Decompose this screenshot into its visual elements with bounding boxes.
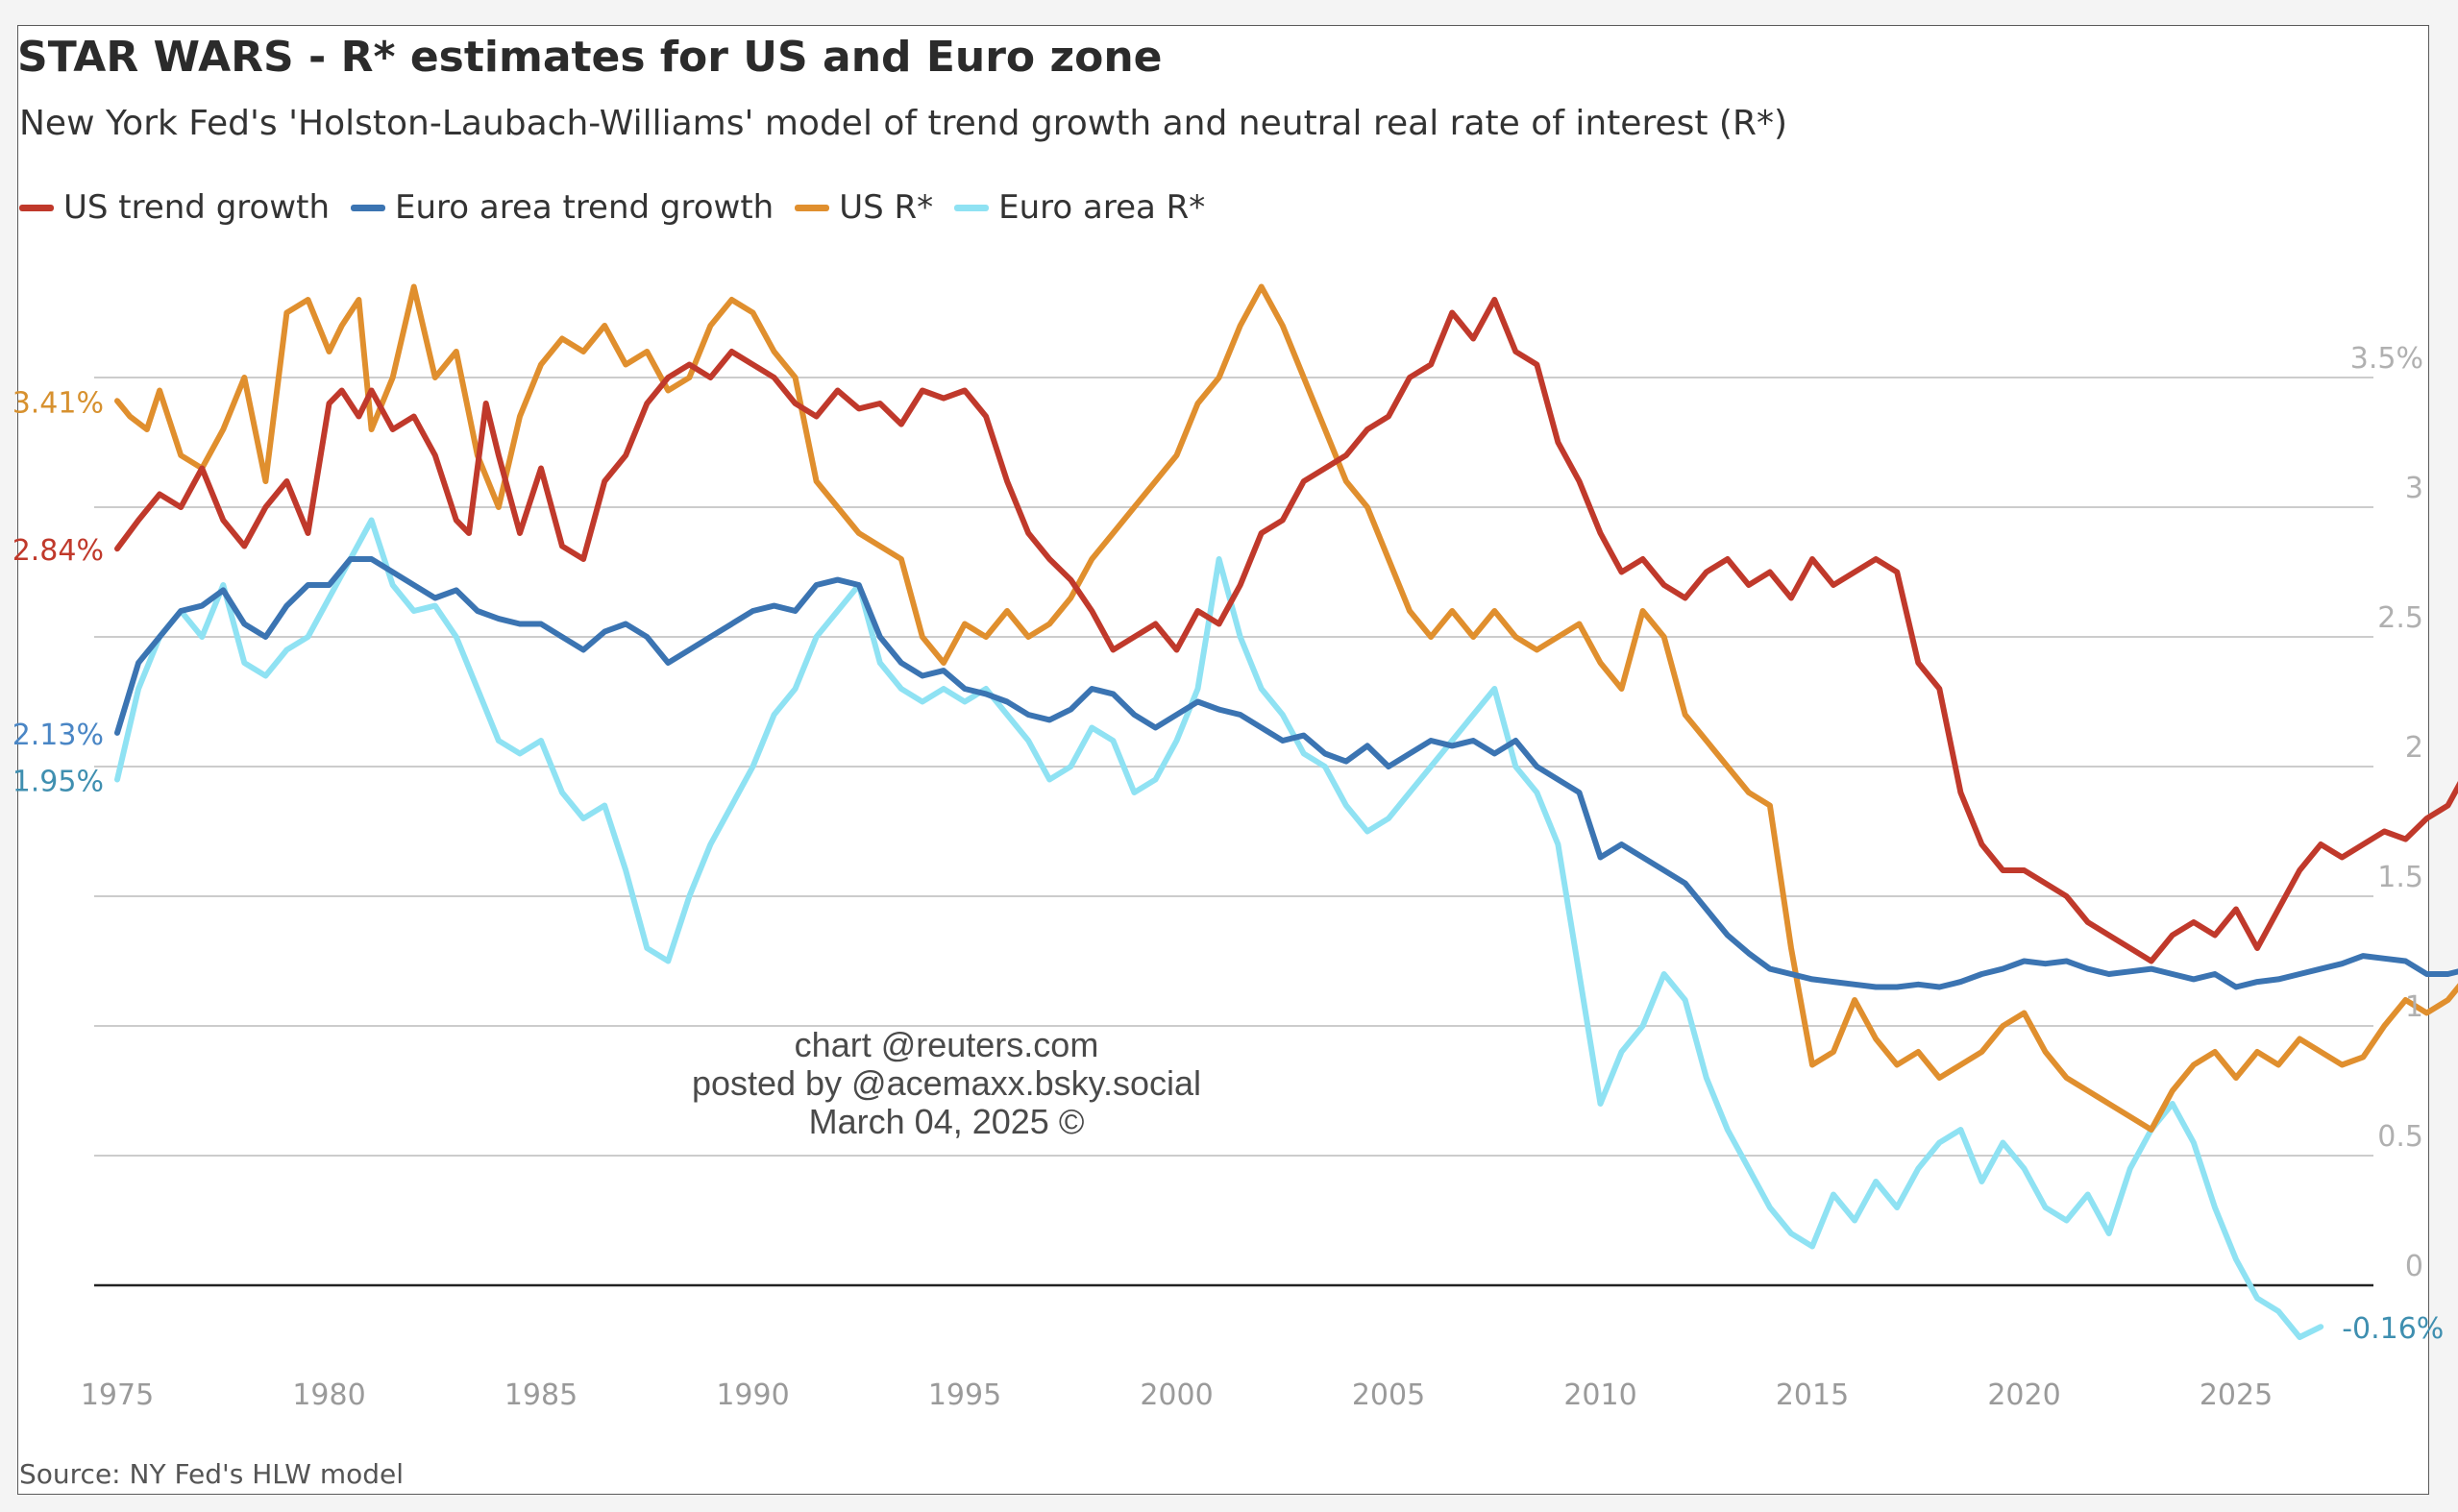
legend-item: US R*: [795, 188, 933, 227]
legend-label: US R*: [839, 188, 934, 227]
series-line-us-r-: [114, 283, 2458, 1133]
x-tick-label: 1975: [81, 1378, 154, 1412]
x-tick-label: 1995: [928, 1378, 1001, 1412]
legend-item: US trend growth: [19, 188, 330, 227]
series-lines: [114, 283, 2458, 1340]
series-line-euro-area-trend-growth: [114, 556, 2458, 990]
series-line-us-trend-growth: [114, 297, 2458, 964]
series-line-euro-area-r-: [114, 517, 2324, 1340]
legend-swatch: [19, 204, 54, 211]
legend-swatch: [795, 204, 830, 211]
source-note: Source: NY Fed's HLW model: [19, 1458, 405, 1490]
tick-labels: 0 0.5 1 1.5 2 2.5 3 3.5% 1975 1980 1985 1990 1995 200…: [12, 342, 2445, 1412]
y-tick-label: 3.5%: [2350, 342, 2423, 376]
legend-swatch: [351, 204, 385, 211]
legend-item: Euro area trend growth: [351, 188, 774, 227]
y-tick-label: 2.5: [2377, 601, 2423, 635]
legend-label: Euro area R*: [998, 188, 1206, 227]
x-tick-label: 1990: [716, 1378, 789, 1412]
chart-subtitle: New York Fed's 'Holston-Laubach-Williams…: [19, 104, 1788, 143]
y-tick-label: 2: [2405, 731, 2423, 765]
series-start-label: 2.84%: [12, 534, 104, 568]
y-tick-label: 1: [2405, 990, 2423, 1024]
x-tick-label: 2010: [1563, 1378, 1636, 1412]
watermark-line-1: chart @reuters.com: [794, 1025, 1099, 1064]
legend-label: US trend growth: [63, 188, 330, 227]
series-start-label: 1.95%: [12, 766, 104, 799]
series-start-label: 3.41%: [12, 386, 104, 420]
chart-title: STAR WARS - R* estimates for US and Euro…: [17, 33, 1163, 82]
y-tick-label: 0.5: [2377, 1120, 2423, 1154]
watermark-line-3: March 04, 2025 ©: [808, 1102, 1085, 1141]
watermark-line-2: posted by @acemaxx.bsky.social: [691, 1063, 1202, 1103]
x-tick-label: 2015: [1776, 1378, 1849, 1412]
x-tick-label: 1980: [292, 1378, 365, 1412]
legend-swatch: [954, 204, 990, 211]
x-tick-label: 2000: [1140, 1378, 1213, 1412]
grid-lines: [94, 377, 2373, 1287]
series-start-label: 2.13%: [12, 719, 104, 752]
chart-legend: US trend growth Euro area trend growth US …: [19, 188, 1226, 227]
series-end-label: -0.16%: [2342, 1312, 2444, 1346]
y-tick-label: 1.5: [2377, 861, 2423, 894]
x-tick-label: 2020: [1987, 1378, 2060, 1412]
y-tick-label: 0: [2405, 1250, 2423, 1283]
chart-frame: [17, 25, 2429, 1495]
y-tick-label: 3: [2405, 472, 2423, 505]
legend-label: Euro area trend growth: [395, 188, 774, 227]
legend-item: Euro area R*: [954, 188, 1205, 227]
x-tick-label: 2025: [2200, 1378, 2273, 1412]
x-tick-label: 1985: [504, 1378, 578, 1412]
x-tick-label: 2005: [1352, 1378, 1425, 1412]
